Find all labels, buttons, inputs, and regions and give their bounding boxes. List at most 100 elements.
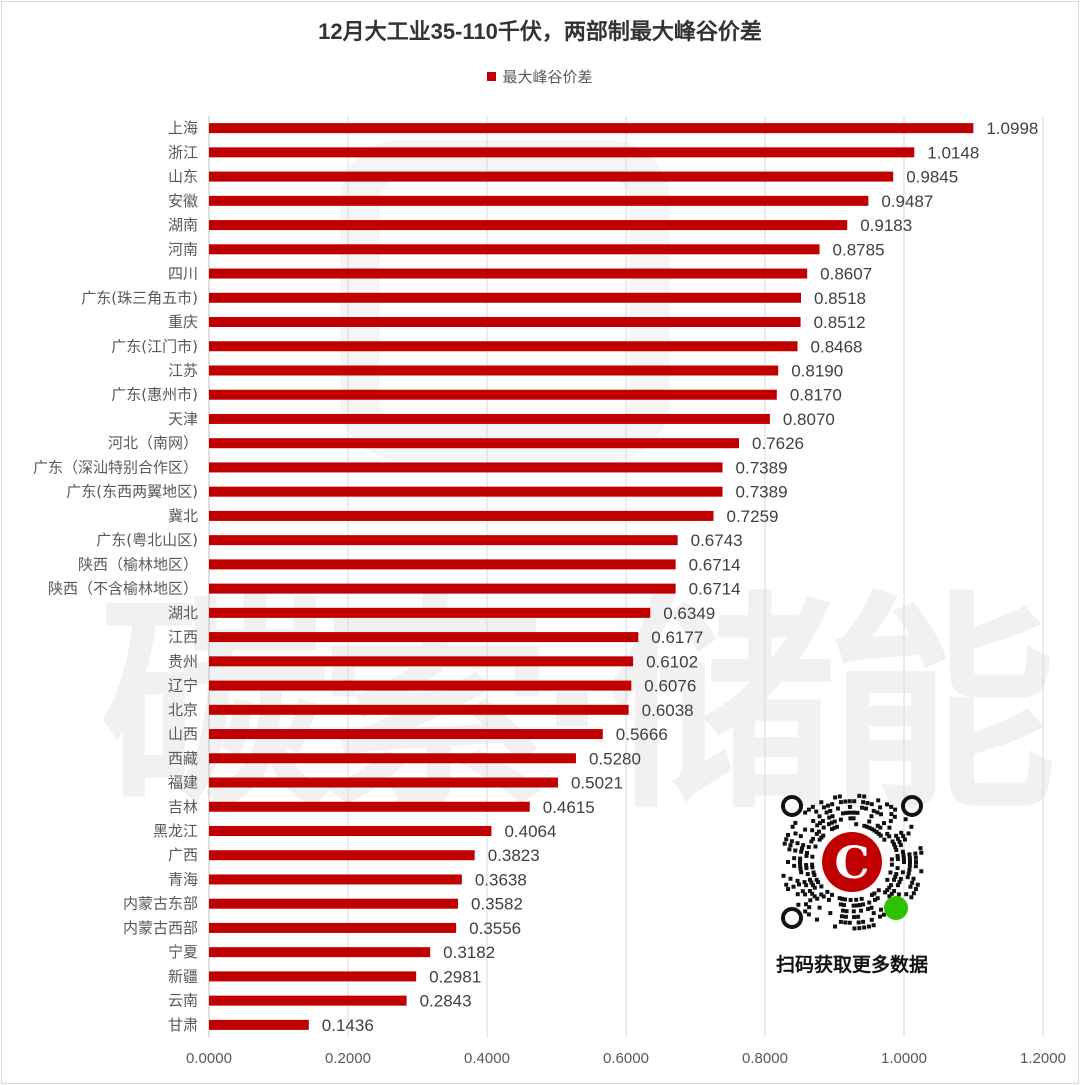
qr-module [875,823,880,828]
category-label: 云南 [168,992,198,1010]
qr-module [814,877,819,882]
qr-module [910,880,915,885]
bar [209,971,417,982]
qr-module [798,834,803,839]
qr-module [832,825,837,830]
qr-module [860,805,865,810]
qr-module [827,897,831,902]
qr-module [803,902,808,907]
qr-module [907,852,912,857]
qr-module [798,866,803,871]
qr-module [855,810,860,815]
qr-module [909,895,914,900]
qr-module [838,919,843,924]
data-label: 0.6102 [646,652,698,671]
qr-module [817,821,822,826]
data-label: 0.9183 [860,216,912,235]
bar [209,292,802,303]
qr-module [817,837,822,842]
qr-module [788,876,793,881]
qr-module [804,863,809,868]
qr-module [798,863,803,868]
data-label: 0.3582 [471,895,523,914]
bar [209,922,457,933]
qr-module [908,860,912,864]
qr-module [887,834,892,839]
qr-module [903,817,908,822]
qr-module [898,876,903,881]
qr-module [809,880,814,885]
qr-module [805,850,810,855]
category-label: 浙江 [168,143,198,161]
qr-module [913,851,918,856]
qr-module [907,867,912,872]
qr-module [901,834,906,839]
qr-module [837,794,842,799]
qr-module [840,811,845,816]
data-label: 0.8468 [811,337,863,356]
data-label: 0.7626 [752,434,804,453]
bar [209,874,462,885]
qr-module [908,884,913,889]
qr-module [864,824,869,829]
bar [209,438,740,449]
qr-module [854,822,859,827]
data-label: 0.8607 [820,265,872,284]
qr-module [821,833,826,838]
qr-module [840,908,845,913]
qr-module [832,819,837,824]
qr-module [851,810,856,815]
category-label: 陕西（榆林地区） [78,555,198,573]
qr-module [812,894,817,899]
qr-module [873,897,877,902]
qr-module [842,903,847,908]
qr-module [840,896,845,901]
qr-module [784,837,789,842]
qr-module [901,853,906,858]
bar [209,413,770,424]
qr-module [892,814,897,819]
bar [209,753,576,764]
qr-module [787,847,792,852]
qr-module [869,814,874,819]
qr-module [878,914,883,919]
qr-module [872,828,877,833]
qr-module [869,802,874,807]
qr-module [837,896,842,901]
qr-module [810,828,815,833]
qr-module [871,911,876,916]
qr-module [851,909,856,914]
qr-module [821,805,826,810]
qr-module [812,885,817,890]
qr-module [867,825,872,830]
data-label: 0.5666 [616,725,668,744]
qr-module [896,892,901,897]
bar [209,607,651,618]
qr-module [897,880,902,885]
qr-code[interactable]: C [772,786,932,938]
qr-module [895,883,900,888]
bar [209,995,407,1006]
qr-module [835,824,840,829]
qr-module [807,905,812,910]
qr-module [866,924,871,929]
category-label: 冀北 [168,507,198,525]
qr-module [839,914,844,919]
data-label: 0.9845 [906,168,958,187]
x-tick-label: 0.4000 [464,1050,510,1067]
category-label: 吉林 [168,798,198,816]
qr-module [813,844,818,849]
qr-module [851,903,856,908]
qr-module [817,814,822,819]
qr-module [889,883,894,888]
qr-module [825,889,830,894]
qr-module [859,896,864,901]
category-label: 广东(惠州市) [111,386,198,404]
bar [209,341,798,352]
qr-module [852,799,857,804]
qr-module [913,887,918,892]
data-label: 0.6038 [642,701,694,720]
qr-module [914,860,918,864]
data-label: 0.3556 [469,919,521,938]
qr-module [915,882,920,887]
